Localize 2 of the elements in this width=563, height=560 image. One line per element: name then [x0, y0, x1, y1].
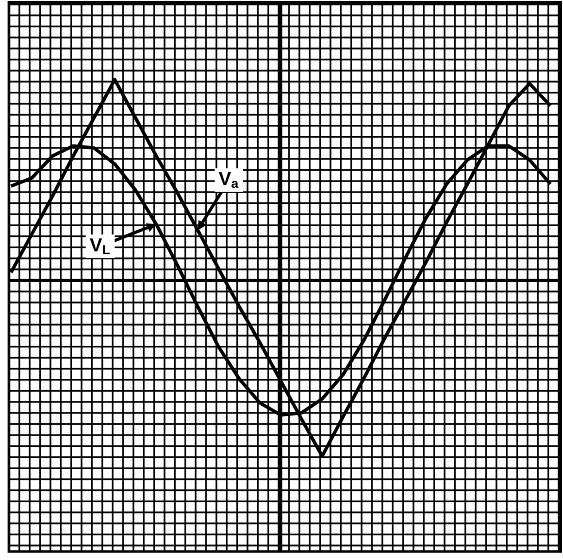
text: V$_{L}$: [90, 238, 110, 254]
text: V$_{a}$: [218, 172, 238, 188]
